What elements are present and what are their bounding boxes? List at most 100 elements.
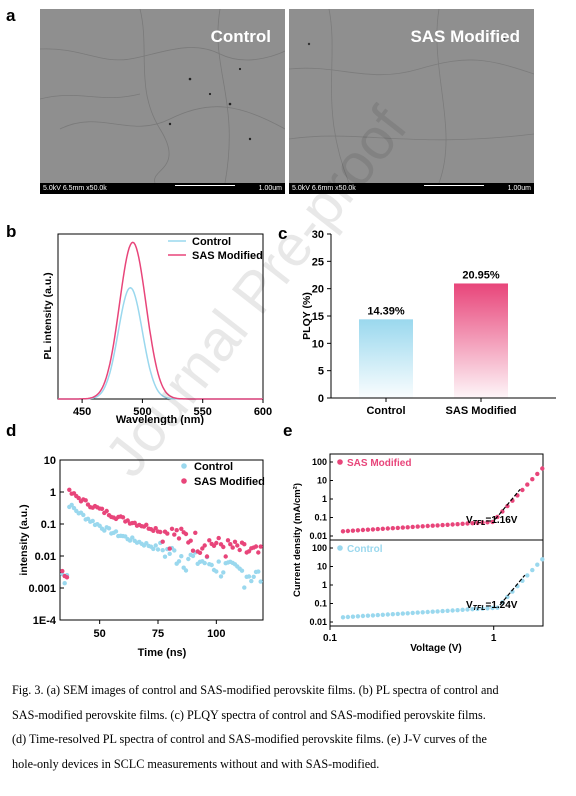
point-sas (125, 518, 130, 523)
point-sas (465, 521, 470, 526)
point-sas (430, 523, 435, 528)
point-sas (67, 487, 72, 492)
point-sas (355, 528, 361, 533)
point-control (160, 548, 165, 553)
point-control (256, 569, 261, 574)
point-sas (223, 554, 228, 559)
point-sas (83, 498, 88, 503)
point-control (490, 605, 495, 611)
y-tick-label: 0.01 (309, 617, 327, 627)
point-sas (490, 519, 495, 525)
point-sas (197, 550, 203, 555)
y-tick-label: 0 (318, 393, 324, 405)
point-sas (475, 520, 480, 526)
annotation-e-sas-vtfl: VTFL=1.16V (466, 515, 518, 527)
point-sas (400, 525, 405, 530)
point-sas (230, 545, 235, 550)
point-sas (165, 531, 170, 536)
x-tick-label: 450 (73, 406, 91, 418)
y-tick-label: 5 (318, 366, 324, 378)
point-control (420, 610, 425, 615)
legend-d-control-swatch (181, 463, 187, 469)
point-control (151, 546, 156, 552)
point-sas (99, 506, 105, 511)
point-control (183, 568, 189, 573)
panel-label-b: b (6, 222, 17, 241)
y-tick-label: 15 (312, 311, 324, 323)
y-tick-label: 1 (50, 487, 56, 499)
point-sas (228, 542, 233, 547)
point-control (113, 529, 119, 534)
x-tick-label: 50 (94, 628, 106, 640)
sem-info-bar-sas: 5.0kV 6.6mm x50.0k 1.00um (289, 183, 534, 194)
point-control (214, 569, 219, 574)
y-tick-label: 100 (312, 543, 327, 553)
point-sas (76, 495, 81, 501)
sem-texture (289, 9, 534, 184)
point-sas (470, 521, 475, 526)
sem-texture (40, 9, 285, 184)
legend-e-sas-swatch (337, 459, 343, 465)
y-tick-label: 30 (312, 229, 324, 241)
point-control (186, 556, 191, 562)
sem-title-control: Control (210, 27, 271, 46)
point-control (390, 612, 395, 617)
legend-b-sas: SAS Modified (192, 250, 263, 262)
point-control (455, 608, 460, 613)
point-sas (455, 522, 460, 527)
point-sas (179, 526, 184, 531)
point-sas (221, 544, 226, 550)
legend-e-sas: SAS Modified (347, 458, 411, 469)
legend-d-control: Control (194, 461, 233, 473)
point-control (190, 553, 196, 559)
point-control (106, 526, 112, 531)
point-sas (395, 525, 400, 531)
panel-label-c: c (278, 224, 288, 243)
point-sas (169, 526, 175, 531)
point-sas (535, 471, 540, 477)
point-sas (153, 526, 158, 531)
point-control (340, 615, 346, 620)
point-control (172, 548, 177, 553)
bar-sas (454, 283, 508, 398)
sem-title-sas: SAS Modified (410, 27, 520, 46)
point-control (465, 607, 470, 612)
point-control (162, 554, 168, 559)
sem-scale-sas: 1.00um (507, 185, 531, 192)
bar-data-label: 20.95% (462, 269, 500, 281)
point-sas (200, 546, 205, 551)
y-tick-label: 25 (312, 256, 324, 268)
legend-e-control-swatch (337, 545, 343, 551)
point-control (218, 574, 224, 579)
point-sas (104, 508, 109, 514)
x-category-label: Control (366, 405, 405, 417)
sem-info-bar-control: 5.0kV 6.5mm x50.0k 1.00um (40, 183, 285, 194)
point-control (246, 574, 252, 579)
point-control (380, 612, 385, 617)
x-tick-label: 600 (254, 406, 272, 418)
y-tick-label: 0.01 (309, 531, 327, 541)
point-control (395, 611, 400, 617)
point-control (415, 610, 420, 615)
point-control (102, 528, 107, 533)
point-sas (237, 547, 242, 553)
point-sas (174, 528, 179, 533)
point-control (460, 607, 465, 612)
point-sas (256, 550, 261, 555)
y-tick-label: 10 (317, 476, 327, 486)
chart-d-frame (59, 459, 264, 621)
point-control (81, 512, 86, 518)
sem-image-sas: SAS Modified 5.0kV 6.6mm x50.0k 1.00um (289, 9, 534, 194)
point-control (440, 608, 445, 614)
point-sas (225, 538, 231, 543)
sem-scale-ticks (175, 185, 235, 192)
point-control (167, 551, 172, 556)
x-tick-label: 1 (491, 633, 497, 644)
chart-e-jv: 100 10 1 0.1 0.01 100 10 1 0.1 0.01 0.1 1 SAS Modif… (292, 453, 545, 654)
y-tick-label: 0.1 (314, 599, 327, 609)
y-tick-label: 0.1 (314, 513, 327, 523)
caption-line-2: SAS-modified perovskite films. (c) PLQY … (12, 707, 486, 722)
x-tick-label: 100 (207, 628, 225, 640)
point-control (400, 611, 405, 616)
point-control (470, 607, 475, 612)
